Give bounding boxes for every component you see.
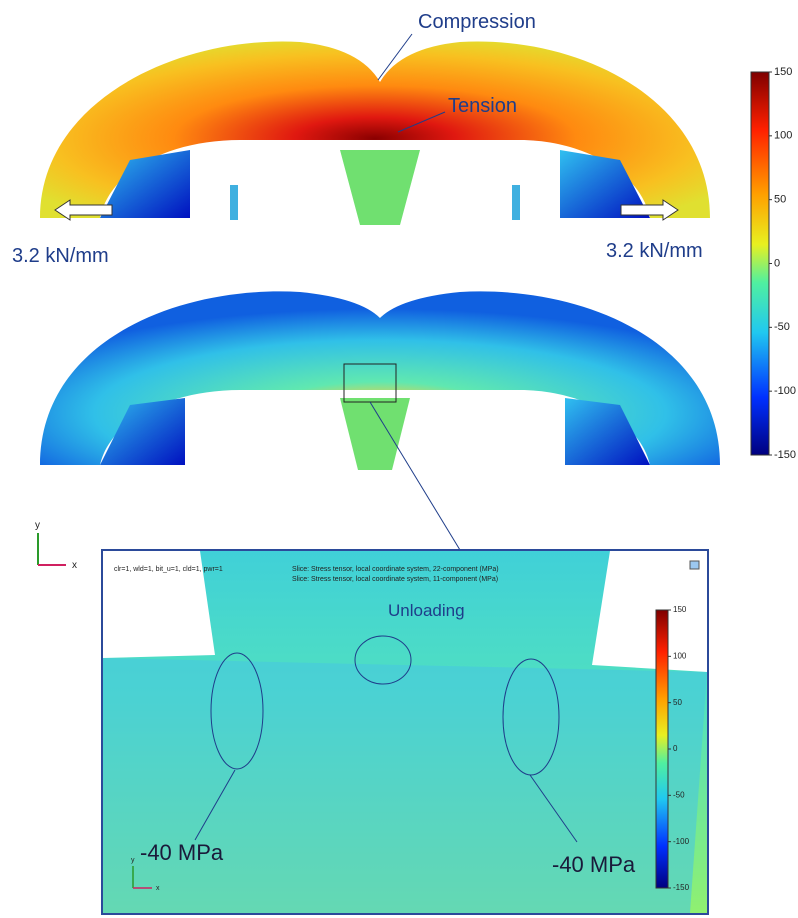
annotation: Compression — [418, 11, 536, 33]
axis-label: y — [35, 520, 40, 531]
inset-header: Slice: Stress tensor, local coordinate s… — [292, 576, 498, 583]
colorbar-tick-label: 50 — [774, 194, 786, 206]
inset-header: clr=1, wld=1, bit_u=1, cld=1, pwr=1 — [114, 566, 223, 573]
annotation: Tension — [448, 95, 517, 117]
colorbar-tick-label: 150 — [673, 605, 687, 614]
leader-line — [377, 33, 413, 81]
colorbar-tick-label: 150 — [774, 66, 792, 78]
colorbar-tick-label: 0 — [673, 744, 678, 753]
top-arch — [40, 41, 710, 225]
leader-line — [397, 111, 446, 133]
axis-label: y — [131, 857, 135, 864]
annotation: 3.2 kN/mm — [606, 240, 703, 262]
colorbar — [750, 71, 770, 456]
inset-header: Slice: Stress tensor, local coordinate s… — [292, 566, 499, 573]
colorbar-tick-label: -50 — [774, 321, 790, 333]
colorbar-tick-label: -150 — [774, 449, 796, 461]
annotation: -40 MPa — [140, 840, 224, 865]
colorbar-tick-label: -150 — [673, 883, 690, 892]
colorbar-tick-label: 100 — [774, 130, 792, 142]
annotation: Unloading — [388, 601, 465, 620]
colorbar-tick-label: -100 — [673, 837, 690, 846]
middle-arch — [40, 291, 720, 470]
colorbar-tick-label: -50 — [673, 790, 685, 799]
annotation: -40 MPa — [552, 852, 636, 877]
annotation: 3.2 kN/mm — [12, 245, 109, 267]
colorbar-tick-label: -100 — [774, 385, 796, 397]
colorbar-tick-label: 0 — [774, 257, 780, 269]
colorbar-tick-label: 100 — [673, 651, 687, 660]
colorbar — [655, 609, 669, 889]
colorbar-tick-label: 50 — [673, 698, 682, 707]
axis-triad: y x — [35, 520, 77, 571]
leader-line — [369, 401, 461, 551]
inset: clr=1, wld=1, bit_u=1, cld=1, pwr=1 Slic… — [101, 549, 709, 915]
axis-label: x — [156, 885, 160, 892]
axis-label: x — [72, 560, 77, 571]
